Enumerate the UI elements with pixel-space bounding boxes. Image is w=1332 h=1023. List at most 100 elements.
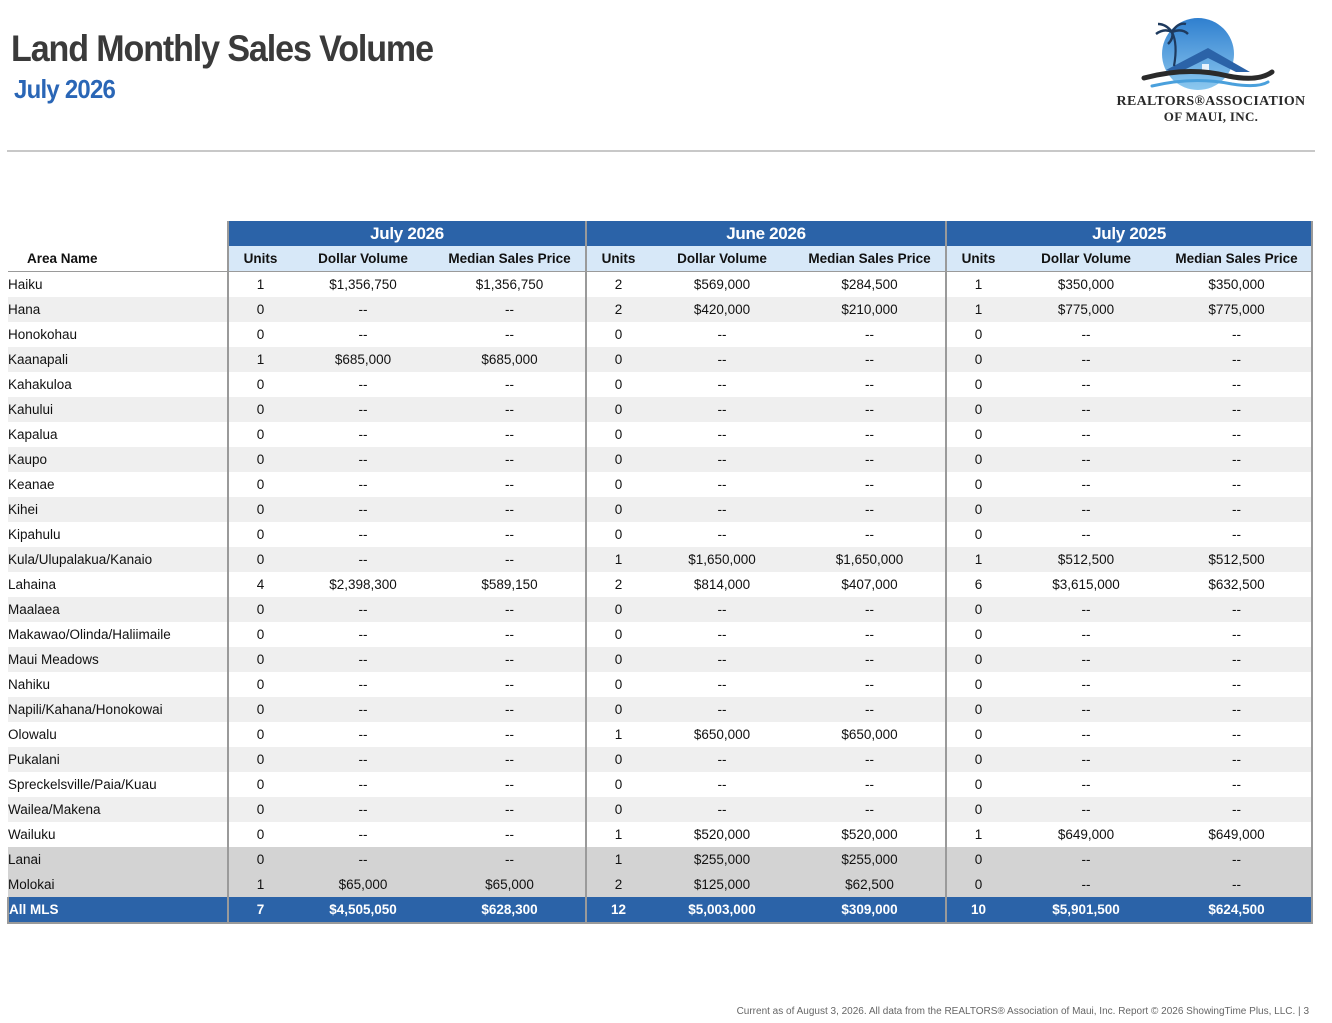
period-header: July 2025: [946, 221, 1314, 246]
units-cell: 0: [227, 847, 292, 872]
median-price-cell: --: [1162, 697, 1314, 722]
units-cell: 1: [227, 347, 292, 372]
units-cell: 0: [586, 797, 651, 822]
dollar-volume-cell: --: [1010, 597, 1163, 622]
median-price-cell: --: [434, 422, 588, 447]
table-row: Lahaina 4 $2,398,300 $589,150 2 $814,000 $407,…: [8, 572, 1314, 597]
area-name-cell: Lahaina: [8, 572, 228, 597]
area-name-cell: Spreckelsville/Paia/Kuau: [8, 772, 228, 797]
table-row: Spreckelsville/Paia/Kuau 0 -- -- 0 -- -- 0 -- --: [8, 772, 1314, 797]
median-price-cell: --: [1162, 497, 1314, 522]
dollar-volume-cell: $512,500: [1010, 547, 1163, 572]
dollar-volume-cell: --: [292, 622, 434, 647]
dollar-volume-cell: --: [292, 472, 434, 497]
dollar-volume-cell: $814,000: [650, 572, 795, 597]
median-price-cell: $210,000: [794, 297, 948, 322]
dollar-volume-cell: --: [650, 497, 795, 522]
dollar-volume-cell: --: [292, 647, 434, 672]
units-cell: 6: [946, 572, 1011, 597]
median-price-cell: $685,000: [434, 347, 588, 372]
median-price-header: Median Sales Price: [794, 246, 948, 272]
units-cell: 0: [227, 772, 292, 797]
median-price-cell: --: [794, 322, 948, 347]
units-cell: 1: [586, 847, 651, 872]
median-price-cell: $407,000: [794, 572, 948, 597]
dollar-volume-cell: --: [1010, 497, 1163, 522]
median-price-cell: $649,000: [1162, 822, 1314, 847]
dollar-volume-cell: --: [292, 547, 434, 572]
units-cell: 0: [227, 522, 292, 547]
table-row: Kapalua 0 -- -- 0 -- -- 0 -- --: [8, 422, 1314, 447]
units-cell: 0: [227, 722, 292, 747]
dollar-volume-cell: --: [1010, 872, 1163, 897]
units-cell: 0: [946, 697, 1011, 722]
median-price-cell: --: [434, 447, 588, 472]
median-price-cell: --: [1162, 647, 1314, 672]
median-price-cell: $632,500: [1162, 572, 1314, 597]
dollar-volume-header: Dollar Volume: [650, 246, 795, 272]
page-subtitle: July 2026: [14, 74, 116, 104]
units-cell: 0: [946, 522, 1011, 547]
dollar-volume-cell: --: [1010, 647, 1163, 672]
dollar-volume-cell: --: [1010, 322, 1163, 347]
units-cell: 0: [586, 472, 651, 497]
dollar-volume-cell: --: [650, 522, 795, 547]
median-price-cell: --: [1162, 422, 1314, 447]
area-name-cell: Kahakuloa: [8, 372, 228, 397]
dollar-volume-cell: --: [1010, 797, 1163, 822]
area-name-cell: Napili/Kahana/Honokowai: [8, 697, 228, 722]
dollar-volume-cell: --: [1010, 347, 1163, 372]
area-name-cell: Kipahulu: [8, 522, 228, 547]
units-cell: 0: [227, 672, 292, 697]
area-name-cell: Wailea/Makena: [8, 797, 228, 822]
units-cell: 0: [586, 772, 651, 797]
dollar-volume-cell: --: [292, 497, 434, 522]
units-cell: 0: [227, 497, 292, 522]
area-name-cell: Wailuku: [8, 822, 228, 847]
median-price-cell: --: [1162, 722, 1314, 747]
area-name-cell: Keanae: [8, 472, 228, 497]
units-cell: 0: [946, 672, 1011, 697]
dollar-volume-cell: --: [1010, 397, 1163, 422]
table-row: Pukalani 0 -- -- 0 -- -- 0 -- --: [8, 747, 1314, 772]
median-price-header: Median Sales Price: [434, 246, 588, 272]
units-header: Units: [586, 246, 651, 272]
area-name-cell: Lanai: [8, 847, 228, 872]
dollar-volume-cell: --: [650, 597, 795, 622]
dollar-volume-cell: --: [650, 747, 795, 772]
units-header: Units: [227, 246, 292, 272]
units-cell: 1: [946, 822, 1011, 847]
logo-line2: OF MAUI, INC.: [1163, 109, 1259, 124]
dollar-volume-cell: --: [292, 397, 434, 422]
table-row: Kahakuloa 0 -- -- 0 -- -- 0 -- --: [8, 372, 1314, 397]
units-cell: 0: [946, 722, 1011, 747]
units-cell: 0: [946, 322, 1011, 347]
units-cell: 0: [586, 747, 651, 772]
dollar-volume-cell: --: [650, 672, 795, 697]
units-cell: 0: [946, 747, 1011, 772]
column-header-row: Area Name Units Dollar Volume Median Sal…: [8, 246, 1314, 272]
median-price-cell: --: [434, 372, 588, 397]
dollar-volume-cell: $65,000: [292, 872, 434, 897]
dollar-volume-cell: --: [1010, 372, 1163, 397]
median-price-cell: --: [794, 447, 948, 472]
median-price-cell: --: [794, 472, 948, 497]
units-cell: 0: [227, 822, 292, 847]
median-price-cell: $62,500: [794, 872, 948, 897]
dollar-volume-cell: --: [650, 772, 795, 797]
dollar-volume-cell: --: [650, 797, 795, 822]
units-cell: 0: [586, 322, 651, 347]
median-price-cell: --: [794, 772, 948, 797]
median-price-cell: --: [434, 397, 588, 422]
units-cell: 2: [586, 872, 651, 897]
median-price-cell: $1,356,750: [434, 271, 588, 297]
table-row: Olowalu 0 -- -- 1 $650,000 $650,000 0 -- --: [8, 722, 1314, 747]
units-cell: 0: [227, 397, 292, 422]
median-price-cell: --: [434, 847, 588, 872]
median-price-cell: --: [434, 522, 588, 547]
median-price-cell: --: [1162, 797, 1314, 822]
units-cell: 0: [586, 397, 651, 422]
units-cell: 0: [586, 422, 651, 447]
units-cell: 1: [586, 822, 651, 847]
units-cell: 0: [946, 597, 1011, 622]
